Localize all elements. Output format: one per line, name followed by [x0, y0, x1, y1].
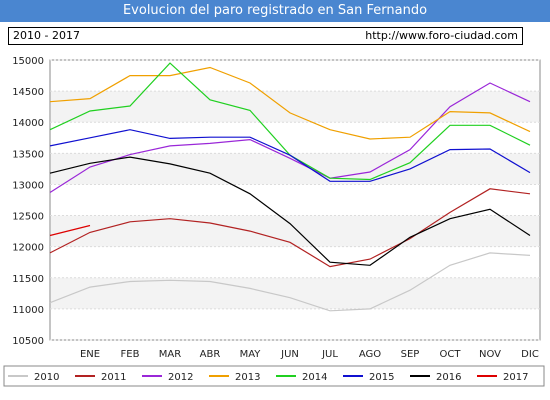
- legend-label: 2017: [503, 372, 528, 383]
- legend-label: 2015: [369, 372, 394, 383]
- plot-band: [51, 91, 539, 123]
- y-tick-label: 14000: [12, 118, 44, 129]
- legend-box: [3, 365, 545, 387]
- x-tick-label: ENE: [80, 349, 100, 360]
- x-axis-ticks: ENE FEB MAR ABR MAY JUN JUL AGO SEP OCT NOV DIC: [80, 349, 539, 360]
- legend-label: 2014: [302, 372, 327, 383]
- legend-label: 2011: [101, 372, 126, 383]
- legend-label: 2010: [34, 372, 59, 383]
- series-line-2013: [49, 66, 531, 140]
- x-tick-label: MAY: [240, 349, 262, 360]
- series-lines: [49, 62, 531, 312]
- x-tick-label: FEB: [121, 349, 140, 360]
- period-label: 2010 - 2017: [13, 29, 80, 42]
- x-tick-label: NOV: [479, 349, 501, 360]
- x-tick-label: DIC: [521, 349, 539, 360]
- info-bar: 2010 - 2017 http://www.foro-ciudad.com: [8, 27, 523, 45]
- series-line-2015: [49, 129, 531, 182]
- y-tick-label: 12500: [12, 212, 44, 223]
- series-line-2010: [49, 252, 531, 312]
- series-line-2012: [49, 82, 531, 194]
- source-url: http://www.foro-ciudad.com: [365, 29, 518, 42]
- y-tick-label: 13500: [12, 149, 44, 160]
- plot-band: [51, 277, 539, 309]
- x-tick-label: JUL: [321, 349, 338, 360]
- legend: 2010 2011 2012 2013 2014 2015 2016 2017: [3, 365, 545, 387]
- y-tick-label: 14500: [12, 87, 44, 98]
- x-tick-label: JUN: [280, 349, 299, 360]
- y-tick-label: 11500: [12, 274, 44, 285]
- plot-band: [51, 215, 539, 247]
- x-tick-label: AGO: [359, 349, 381, 360]
- y-tick-label: 13000: [12, 180, 44, 191]
- x-tick-label: OCT: [440, 349, 462, 360]
- series-line-2016: [49, 156, 531, 266]
- legend-label: 2016: [436, 372, 461, 383]
- plot-background: [49, 59, 541, 341]
- series-line-2017: [49, 224, 91, 237]
- series-line-2011: [49, 188, 531, 268]
- legend-label: 2012: [168, 372, 193, 383]
- y-tick-label: 12000: [12, 243, 44, 254]
- legend-label: 2013: [235, 372, 260, 383]
- y-tick-label: 10500: [12, 336, 44, 347]
- x-tick-label: SEP: [401, 349, 420, 360]
- chart-title: Evolucion del paro registrado en San Fer…: [0, 0, 550, 22]
- y-tick-label: 11000: [12, 305, 44, 316]
- gridlines: [50, 59, 540, 341]
- x-tick-label: MAR: [159, 349, 181, 360]
- x-tick-label: ABR: [200, 349, 221, 360]
- y-tick-label: 15000: [12, 56, 44, 67]
- y-axis-ticks: 10500 11000 11500 12000 12500 13000 13500 14000…: [12, 56, 44, 347]
